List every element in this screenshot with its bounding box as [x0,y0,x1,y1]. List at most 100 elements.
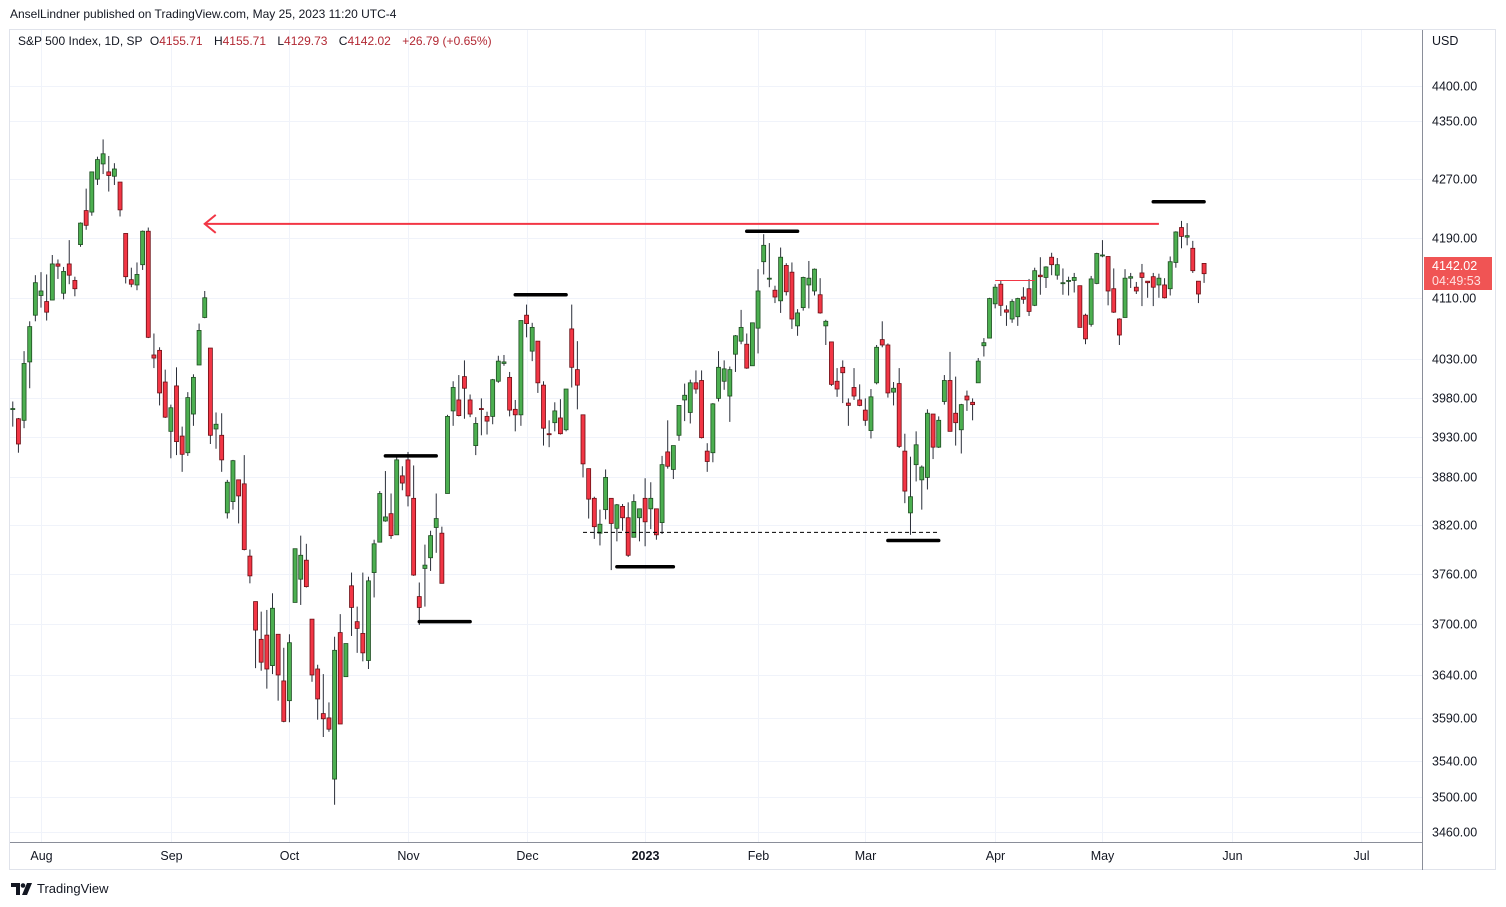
candle-body-up [191,376,196,415]
candle-body-down [896,383,902,447]
candle-body-down [998,283,1004,306]
candle [405,451,411,507]
arrow-annotation[interactable] [203,214,1159,234]
candle-body-up [981,342,987,347]
candle-body-up [377,493,383,543]
close-label: C [338,34,348,48]
time-tick-label: Mar [855,849,877,863]
candle-body-down [580,414,586,465]
candle [687,379,693,424]
tradingview-logo[interactable]: TradingView [11,881,109,896]
candle [1021,287,1026,304]
candle-body-up [89,171,95,213]
candle-body-up [992,286,998,305]
candle-body-down [947,380,953,432]
candle-body-up [806,277,812,286]
candle [625,502,631,557]
candle [123,233,129,284]
candle-body-up [868,396,874,431]
candle-body-down [72,280,78,290]
time-tick-label: Apr [986,849,1005,863]
candles [10,139,1207,805]
candle-body-down [484,415,490,422]
candle-body-down [851,387,857,397]
candle-body-down [902,450,908,492]
candle-body-up [298,554,304,580]
arrow-head-icon [203,214,217,234]
candle [642,478,648,547]
candle [783,263,789,296]
candle-body-up [1032,270,1038,306]
candle [761,234,767,275]
candle [608,497,614,571]
candle [501,354,507,366]
candle-body-down [1179,227,1184,237]
candle-body-up [343,643,349,678]
candle [586,468,592,519]
candle-body-down [281,680,287,722]
candle [326,702,332,732]
candle-body-down [320,713,326,720]
candle [117,181,123,217]
low-value: 4129.73 [284,34,328,48]
candle [941,375,947,405]
candle-body-down [326,717,332,730]
candle-body-up [670,445,676,470]
candle [874,344,880,385]
candle [620,503,625,531]
candle [49,254,55,301]
candle [168,404,174,459]
candle-body-up [710,403,716,454]
candle [789,262,795,329]
candle-body-up [1060,282,1066,285]
time-axis-labels: Aug Sep Oct Nov Dec 2023 Feb Mar Apr May Jun Jul [30,849,1369,863]
candle [908,456,913,535]
candle [1009,299,1015,323]
candle [1190,240,1196,273]
currency-label[interactable]: USD [1432,34,1459,48]
candle [512,399,518,432]
candle [174,367,179,456]
candle [919,465,925,510]
candle [377,491,383,543]
candle-body-up [919,466,925,481]
candle-body-up [185,397,191,454]
candle [614,503,620,542]
candle [422,544,428,607]
candle [1088,275,1094,327]
candle-body-down [654,508,659,536]
candle-body-down [704,450,710,462]
candle [1094,252,1100,285]
candle [241,455,247,551]
candle-body-up [213,423,219,430]
candle-body-down [1004,309,1009,313]
candle [394,456,400,536]
candle-body-down [789,271,795,320]
candle [281,647,287,723]
price-tick-label: 3760.00 [1432,568,1477,582]
candle [778,247,784,313]
candle [456,375,462,417]
candle [1083,313,1088,345]
candle-body-down [44,301,50,313]
candle [529,322,535,362]
candle [89,171,95,216]
symbol-legend: S&P 500 Index, 1D, SP O4155.71 H4155.71 … [18,34,496,48]
candle [83,188,89,230]
candle-body-down [507,376,513,411]
candle [913,431,919,482]
candle [416,582,422,626]
candle-body-down [857,399,863,406]
candle [637,508,642,542]
candle-body-up [778,256,784,302]
candle [964,390,970,411]
candle [535,340,541,393]
candle [145,227,151,339]
candle-body-down [1037,274,1043,278]
candle-body-up [383,516,388,522]
candle-body-up [100,153,106,165]
candle-body-up [78,222,83,245]
candle [349,572,354,636]
price-tick-label: 3540.00 [1432,755,1477,769]
